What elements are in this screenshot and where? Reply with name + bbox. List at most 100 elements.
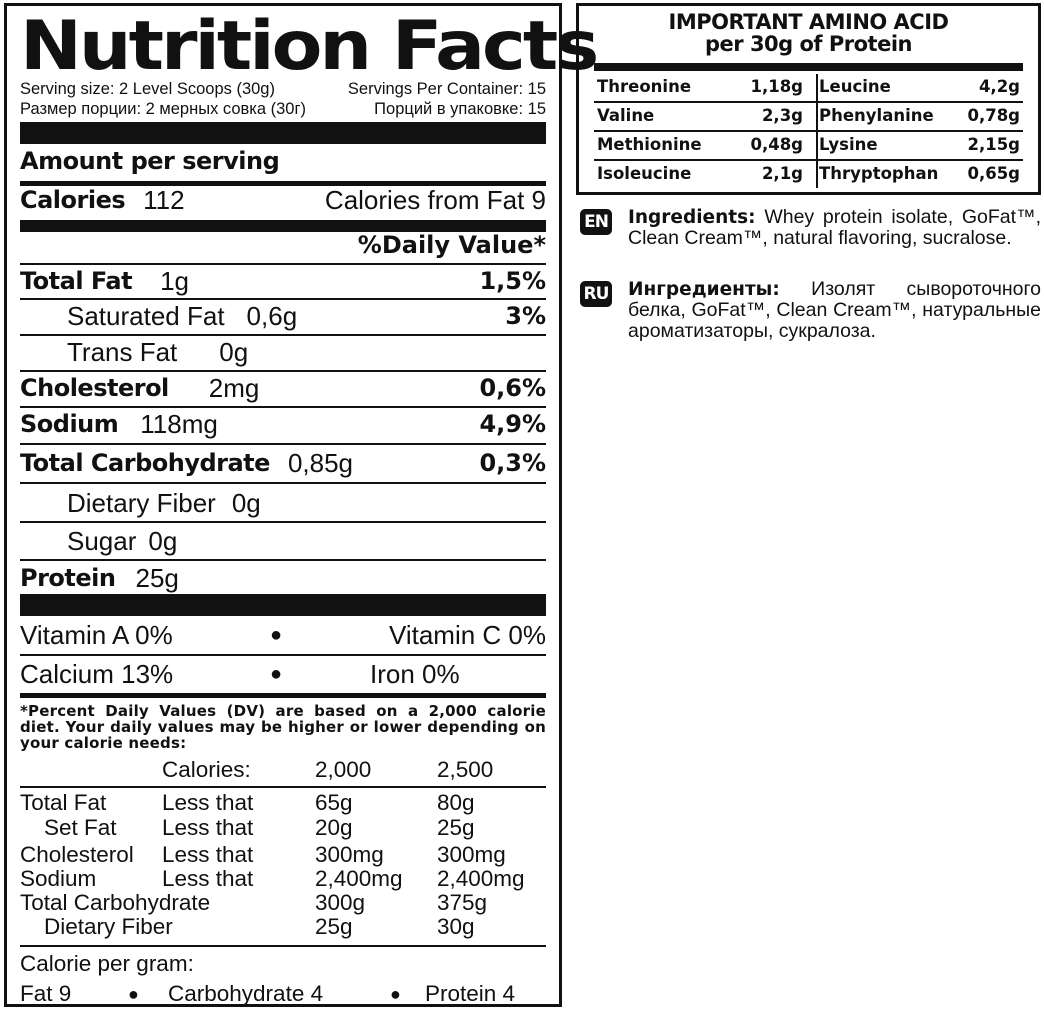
- ingredients-ru-label: Ингредиенты:: [628, 279, 780, 300]
- thick-divider: [20, 122, 546, 144]
- nutrient-row-total-carbohydrate: Total Carbohydrate 0,85g 0,3%: [20, 446, 546, 480]
- divider: [20, 298, 546, 300]
- nutrient-dv: 3%: [505, 302, 546, 330]
- dv-row-2500: 2,400mg: [437, 866, 525, 891]
- nutrient-label: Sodium: [20, 410, 119, 438]
- amino-title-line2: per 30g of Protein: [705, 32, 913, 56]
- calories-value: 112: [143, 184, 185, 215]
- nutrient-row-sugar: Sugar 0g: [20, 524, 546, 558]
- amount-per-serving-row: Amount per serving: [20, 144, 546, 178]
- divider: [594, 130, 1023, 132]
- daily-value-footnote: *Percent Daily Values (DV) are based on …: [20, 702, 546, 752]
- nutrient-dv: 1,5%: [479, 267, 546, 295]
- divider: [20, 443, 546, 445]
- serving-line-en: Serving size: 2 Level Scoops (30g) Servi…: [20, 79, 546, 99]
- dv-row-2500: 25g: [437, 815, 475, 840]
- dv-row-qualifier: Less that: [162, 815, 254, 840]
- thick-divider: [20, 220, 546, 232]
- divider: [20, 370, 546, 372]
- divider: [20, 482, 546, 484]
- nutrient-row-cholesterol: Cholesterol 2mg 0,6%: [20, 371, 546, 405]
- nutrient-row-trans-fat: Trans Fat 0g: [20, 335, 546, 369]
- amino-acid-panel: IMPORTANT AMINO ACID per 30g of Protein …: [576, 3, 1041, 195]
- divider: [594, 101, 1023, 103]
- nutrient-amount: 0g: [148, 525, 178, 556]
- mineral-row: Calcium 13% ● Iron 0%: [20, 656, 546, 692]
- dv-row-qualifier: Less that: [162, 842, 254, 867]
- nutrient-amount: 0g: [219, 336, 249, 367]
- amino-name: Lysine: [819, 135, 878, 154]
- bullet-icon: ●: [270, 662, 283, 685]
- divider: [20, 786, 546, 788]
- amino-value: 2,3g: [761, 106, 803, 125]
- column-divider: [816, 74, 818, 188]
- serving-size-en: Serving size: 2 Level Scoops (30g): [20, 80, 275, 98]
- amino-name: Isoleucine: [597, 164, 692, 183]
- vitamin-row: Vitamin A 0% ● Vitamin C 0%: [20, 617, 546, 653]
- ingredients-ru: RU Ингредиенты: Изолят сывороточного бел…: [580, 279, 1041, 342]
- nutrient-row-dietary-fiber: Dietary Fiber 0g: [20, 486, 546, 520]
- serving-line-ru: Размер порции: 2 мерных совка (30г) Порц…: [20, 99, 546, 119]
- dv-row-name: Set Fat: [44, 815, 117, 840]
- nutrient-label: Trans Fat: [67, 336, 178, 367]
- calcium: Calcium 13%: [20, 658, 174, 689]
- dv-row-2000: 25g: [315, 914, 353, 939]
- vitamin-a: Vitamin A 0%: [20, 619, 173, 650]
- nutrient-row-saturated-fat: Saturated Fat 0,6g 3%: [20, 299, 546, 333]
- ingredients-ru-body: Изолят сывороточного белка, GoFat™, Clea…: [628, 278, 1041, 342]
- daily-value-header-row: %Daily Value*: [20, 228, 546, 262]
- divider: [20, 559, 546, 561]
- amino-value: 2,15g: [967, 135, 1020, 154]
- divider: [20, 521, 546, 523]
- calories-row: Calories 112 Calories from Fat 9: [20, 183, 546, 217]
- amino-value: 2,1g: [761, 164, 803, 183]
- nutrient-label: Cholesterol: [20, 374, 169, 402]
- amino-row: Isoleucine 2,1g Thryptophan 0,65g: [594, 161, 1023, 189]
- divider: [20, 334, 546, 336]
- nutrient-amount: 118mg: [140, 408, 218, 439]
- dv-col-2000: 2,000: [315, 757, 372, 782]
- divider: [20, 654, 546, 656]
- dv-row-2500: 300mg: [437, 842, 506, 867]
- dv-row-qualifier: Less that: [162, 866, 254, 891]
- nutrient-label: Protein: [20, 564, 116, 592]
- divider: [20, 263, 546, 265]
- nutrient-label: Total Carbohydrate: [20, 449, 270, 477]
- amino-name: Methionine: [597, 135, 702, 154]
- dv-row-2500: 30g: [437, 914, 475, 939]
- nutrient-row-sodium: Sodium 118mg 4,9%: [20, 407, 546, 441]
- dv-row-2000: 300mg: [315, 842, 384, 867]
- servings-per-container-en: Servings Per Container: 15: [347, 80, 546, 98]
- dv-row-name: Cholesterol: [20, 842, 134, 867]
- dv-row-2000: 20g: [315, 815, 353, 840]
- divider: [594, 159, 1023, 161]
- nutrient-amount: 2mg: [208, 372, 260, 403]
- bullet-icon: ●: [270, 623, 283, 646]
- ingredients-en-body: Whey protein isolate, GoFat™, Clean Crea…: [628, 206, 1041, 249]
- dv-row-name: Total Fat: [20, 790, 107, 815]
- divider: [20, 406, 546, 408]
- nutrient-row-protein: Protein 25g: [20, 561, 546, 595]
- ingredients-en: EN Ingredients: Whey protein isolate, Go…: [580, 207, 1041, 249]
- bullet-icon: ●: [128, 983, 139, 1004]
- amino-value: 1,18g: [750, 77, 803, 96]
- nutrition-facts-panel: Nutrition Facts Serving size: 2 Level Sc…: [4, 3, 599, 1007]
- nutrient-amount: 0g: [231, 487, 261, 518]
- nutrient-label: Total Fat: [20, 267, 133, 295]
- thick-divider: [594, 63, 1023, 71]
- amino-value: 4,2g: [978, 77, 1020, 96]
- calorie-per-gram-row: Fat 9 ● Carbohydrate 4 ● Protein 4: [20, 981, 546, 1007]
- dv-row-2000: 2,400mg: [315, 866, 403, 891]
- amino-name: Phenylanine: [819, 106, 934, 125]
- servings-per-container-ru: Порций в упаковке: 15: [374, 100, 546, 118]
- dv-calories-label: Calories:: [162, 757, 251, 782]
- divider: [20, 945, 546, 947]
- fat-per-gram: Fat 9: [20, 981, 72, 1006]
- nutrient-row-total-fat: Total Fat 1g 1,5%: [20, 264, 546, 298]
- nutrient-amount: 0,6g: [246, 300, 298, 331]
- divider: [20, 181, 546, 186]
- nutrient-label: Sugar: [67, 525, 137, 556]
- en-badge-icon: EN: [580, 209, 612, 235]
- nutrition-title: Nutrition Facts: [20, 6, 599, 86]
- amino-row: Methionine 0,48g Lysine 2,15g: [594, 132, 1023, 160]
